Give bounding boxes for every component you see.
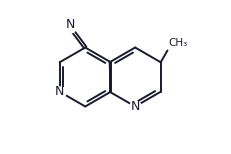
Text: N: N (55, 85, 64, 98)
Text: CH₃: CH₃ (168, 38, 188, 48)
Text: N: N (131, 100, 140, 113)
Text: N: N (65, 18, 75, 31)
